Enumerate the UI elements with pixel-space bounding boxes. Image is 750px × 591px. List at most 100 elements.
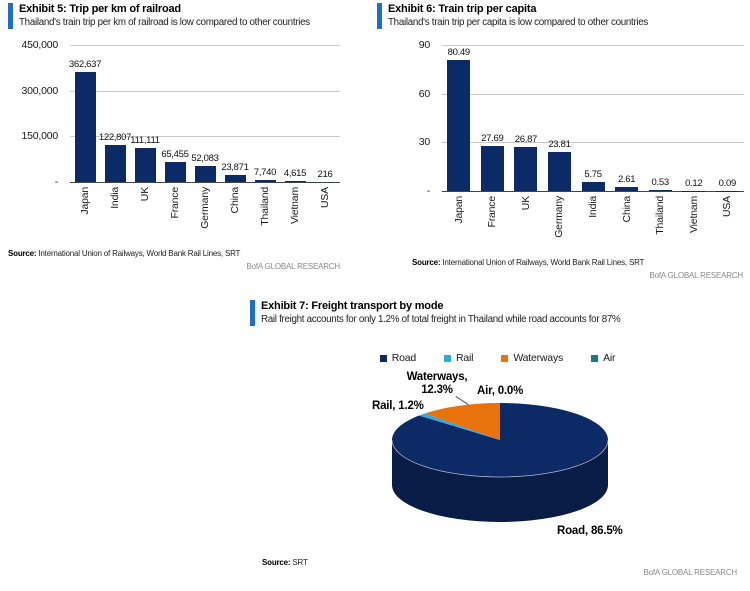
bar-value-label: 0.09 [718, 177, 737, 189]
bar-uk [514, 147, 538, 191]
x-category: Germany [543, 192, 577, 250]
bar-value-label: 23.81 [548, 139, 571, 151]
legend-swatch-waterways [501, 354, 509, 362]
x-category: USA [711, 192, 745, 250]
freight-mode-pie-chart: Road Rail Waterways Air Waterways, 12.3%… [250, 300, 745, 591]
trip-per-km-bar-chart: 450,000 300,000 150,000 - 362,637 122,807 111… [8, 39, 360, 241]
legend-item-air: Air [591, 352, 616, 364]
legend-label-air: Air [603, 352, 616, 364]
bar-india [104, 144, 126, 182]
x-category: Vietnam [280, 183, 310, 241]
pie-callout-air: Air, 0.0% [477, 385, 524, 397]
plot-area: 362,637 122,807 111,111 65,455 52,083 23,871 7… [68, 45, 340, 183]
exhibit-5-subtitle: Thailand's train trip per km of railroad… [19, 17, 310, 28]
bar-column: 0.12 [677, 45, 711, 191]
bar-value-label: 52,083 [191, 153, 219, 165]
gridline [70, 136, 340, 138]
exhibit-5-title: Exhibit 5: Trip per km of railroad [19, 3, 181, 15]
pie-slice-road [392, 403, 608, 477]
legend-item-waterways: Waterways [501, 352, 563, 364]
bar-india [581, 181, 605, 191]
bar-japan [447, 60, 471, 191]
source-note: Source: International Union of Railways,… [8, 249, 360, 258]
y-tick-label: 90 [418, 39, 430, 51]
y-axis-ticks: 450,000 300,000 150,000 - [8, 39, 70, 188]
x-category-label: USA [319, 187, 331, 208]
bar-value-label: 0.12 [685, 177, 703, 189]
y-axis-ticks: 90 60 30 - [377, 39, 442, 197]
x-category-label: India [587, 196, 600, 218]
x-category: India [576, 192, 610, 250]
gridline [442, 93, 744, 95]
brand-line: BofA GLOBAL RESEARCH [649, 271, 743, 280]
bar-germany [194, 166, 216, 182]
gridline [70, 90, 340, 92]
exhibit-7-subtitle: Rail freight accounts for only 1.2% of t… [261, 314, 621, 325]
x-category-label: Vietnam [289, 187, 301, 224]
accent-bar [377, 3, 382, 29]
bar-column: 5.75 [576, 45, 610, 191]
brand-line: BofA GLOBAL RESEARCH [246, 262, 340, 271]
x-category: France [476, 192, 510, 250]
x-category: Thailand [250, 183, 280, 241]
y-tick-label: - [54, 176, 59, 188]
bar-column: 7,740 [250, 45, 280, 182]
x-category: China [220, 183, 250, 241]
x-category-label: Germany [553, 196, 566, 238]
trip-per-capita-bar-chart: 90 60 30 - 80.49 27.69 26.87 23.81 5.75 2.61 0.53… [377, 39, 748, 250]
bar-column: 23,871 [220, 45, 250, 182]
bar-value-label: 65,455 [161, 149, 189, 161]
bar-column: 362,637 [68, 45, 102, 182]
x-category: France [160, 183, 190, 241]
x-category-label: UK [139, 187, 151, 202]
x-axis-labels: Japan France UK Germany India China Thailand Vi… [442, 192, 744, 250]
bar-column: 80.49 [442, 45, 476, 191]
exhibit-6-subtitle: Thailand's train trip per capita is low … [388, 17, 649, 28]
x-category-label: China [229, 187, 241, 214]
x-category-label: USA [721, 196, 734, 217]
bar-value-label: 362,637 [68, 58, 102, 70]
exhibit-6: Exhibit 6: Train trip per capita Thailan… [377, 3, 748, 280]
y-tick-label: 60 [418, 87, 430, 100]
bar-value-label: 4,615 [283, 167, 307, 179]
x-axis-labels: Japan India UK France Germany China Thailand Vi… [70, 183, 340, 241]
y-tick-label: 150,000 [21, 130, 58, 143]
bar-china [224, 174, 246, 182]
x-category-label: France [169, 187, 181, 219]
legend-label-waterways: Waterways [513, 352, 564, 364]
pie-legend: Road Rail Waterways Air [250, 352, 745, 364]
bar-column: 2.61 [610, 45, 644, 191]
source-text: SRT [290, 558, 308, 567]
bar-value-label: 2.61 [617, 173, 636, 185]
source-label: Source: [262, 558, 291, 567]
x-category-label: France [486, 196, 499, 228]
y-tick-label: 30 [418, 136, 430, 149]
x-category-label: UK [519, 196, 532, 211]
axis-spacer [8, 183, 70, 241]
x-category: UK [130, 183, 160, 241]
x-category: Japan [442, 192, 476, 250]
bar-column: 0.53 [643, 45, 677, 191]
bar-value-label: 5.75 [584, 168, 602, 180]
pie-callout-road: Road, 86.5% [557, 525, 623, 537]
source-text: International Union of Railways, World B… [36, 249, 241, 258]
exhibit-7-header: Exhibit 7: Freight transport by mode Rai… [250, 300, 745, 326]
y-tick-label: 300,000 [21, 84, 58, 97]
y-tick-label: - [426, 185, 431, 197]
exhibit-5: Exhibit 5: Trip per km of railroad Thail… [8, 3, 360, 271]
bar-japan [74, 71, 96, 182]
x-category: Japan [70, 183, 100, 241]
bar-value-label: 23,871 [221, 161, 249, 173]
bar-column: 122,807 [98, 45, 132, 182]
x-category-label: Germany [199, 187, 211, 229]
x-category-label: Thailand [259, 187, 271, 226]
legend-swatch-rail [444, 354, 452, 362]
legend-item-road: Road [379, 352, 416, 364]
accent-bar [8, 3, 13, 29]
gridline [70, 45, 340, 46]
legend-swatch-air [591, 354, 599, 362]
axis-spacer [377, 192, 442, 250]
bar-value-label: 111,111 [130, 135, 160, 147]
bar-column: 65,455 [160, 45, 190, 182]
bar-value-label: 122,807 [98, 131, 132, 143]
